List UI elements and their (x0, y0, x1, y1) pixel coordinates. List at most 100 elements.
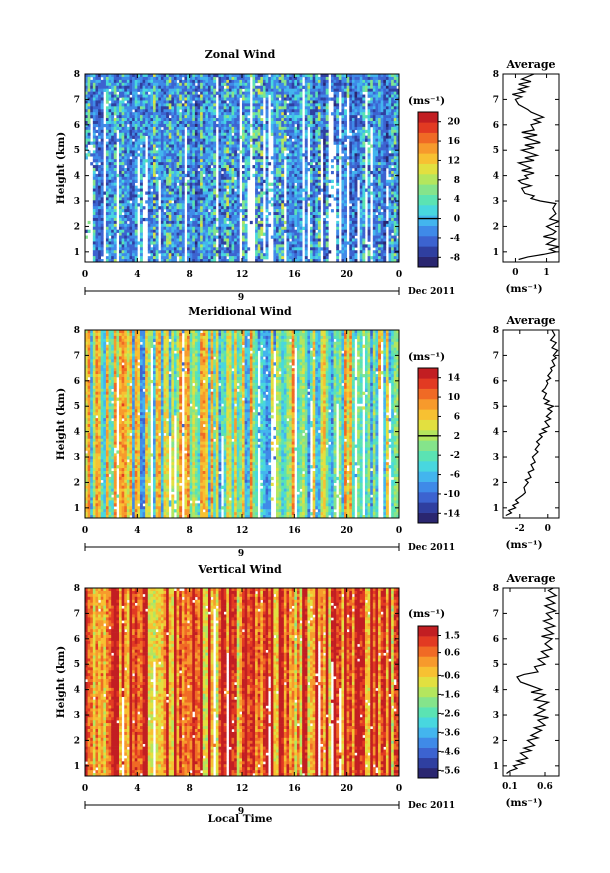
heatmap-cell (192, 132, 196, 136)
heatmap-cell (255, 74, 258, 78)
heatmap-cell (223, 241, 227, 245)
heatmap-cell (108, 118, 112, 122)
heatmap-cell (228, 135, 232, 139)
heatmap-cell (310, 103, 313, 107)
heatmap-cell (234, 200, 238, 204)
heatmap-cell (92, 206, 96, 210)
heatmap-cell (173, 132, 177, 136)
heatmap-cell (207, 253, 211, 257)
heatmap-cell (218, 212, 222, 216)
heatmap-cell (265, 173, 269, 178)
heatmap-cell (242, 212, 245, 216)
heatmap-cell (330, 74, 334, 78)
heatmap-cell (283, 91, 287, 95)
heatmap-cell (265, 82, 269, 87)
heatmap-cell (142, 85, 146, 89)
heatmap-cell (291, 118, 295, 122)
heatmap-cell (155, 229, 159, 233)
heatmap-cell (281, 206, 285, 210)
heatmap-cell (291, 165, 295, 169)
heatmap-cell (304, 144, 308, 148)
heatmap-cell (205, 100, 209, 104)
heatmap-cell (260, 123, 264, 128)
heatmap-cell (173, 118, 177, 122)
heatmap-cell (278, 88, 282, 92)
heatmap-cell (139, 162, 143, 166)
heatmap-cell (126, 182, 130, 186)
heatmap-cell (111, 173, 115, 178)
heatmap-cell (231, 165, 235, 169)
heatmap-cell (242, 91, 245, 95)
heatmap-cell (132, 123, 136, 128)
heatmap-cell (116, 103, 120, 107)
heatmap-cell (200, 197, 204, 201)
heatmap-cell (155, 244, 159, 248)
heatmap-cell (228, 138, 232, 142)
heatmap-cell (234, 185, 238, 189)
heatmap-cell (168, 220, 172, 225)
heatmap-cell (158, 88, 162, 92)
heatmap-cell (171, 203, 175, 207)
heatmap-cell (202, 88, 206, 92)
heatmap-cell (121, 88, 125, 92)
heatmap-cell (134, 159, 138, 163)
heatmap-cell (155, 212, 159, 216)
heatmap-cell (145, 97, 149, 101)
heatmap-cell (317, 135, 321, 139)
heatmap-cell (124, 144, 128, 148)
heatmap-cell (289, 82, 293, 87)
heatmap-cell (197, 165, 201, 169)
heatmap-cell (226, 88, 230, 92)
heatmap-cell (98, 141, 101, 145)
heatmap-cell (139, 241, 143, 245)
heatmap-cell (108, 112, 112, 116)
heatmap-cell (255, 232, 258, 236)
heatmap-cell (273, 185, 277, 189)
heatmap-cell (155, 217, 159, 222)
heatmap-cell (296, 106, 300, 110)
heatmap-cell (111, 79, 115, 84)
heatmap-cell (155, 194, 159, 198)
heatmap-cell (168, 217, 172, 222)
heatmap-cell (270, 126, 274, 131)
heatmap-cell (129, 256, 133, 260)
heatmap-cell (202, 165, 206, 169)
heatmap-cell (242, 250, 245, 254)
heatmap-cell (226, 129, 230, 134)
heatmap-cell (317, 247, 321, 251)
heatmap-cell (189, 123, 193, 128)
heatmap-cell (236, 253, 240, 257)
heatmap-cell (124, 206, 128, 210)
heatmap-cell (85, 85, 88, 89)
heatmap-cell (210, 176, 214, 181)
heatmap-cell (228, 173, 232, 178)
heatmap-cell (155, 159, 159, 163)
heatmap-cell (325, 232, 329, 236)
heatmap-cell (142, 106, 146, 110)
heatmap-cell (304, 82, 308, 87)
heatmap-cell (286, 106, 290, 110)
heatmap-cell (153, 135, 156, 139)
heatmap-cell (255, 170, 258, 175)
heatmap-cell (270, 91, 274, 95)
heatmap-cell (100, 118, 104, 122)
heatmap-cell (210, 156, 214, 160)
heatmap-cell (244, 165, 248, 169)
heatmap-cell (242, 138, 245, 142)
heatmap-cell (142, 132, 146, 136)
heatmap-cell (296, 100, 300, 104)
heatmap-cell (200, 229, 204, 233)
heatmap-cell (315, 170, 319, 175)
heatmap-cell (299, 74, 303, 78)
heatmap-cell (158, 129, 162, 134)
heatmap-cell (273, 74, 277, 78)
heatmap-cell (213, 112, 217, 116)
heatmap-cell (179, 74, 183, 78)
heatmap-cell (333, 135, 337, 139)
heatmap-cell (234, 235, 238, 239)
heatmap-cell (286, 220, 290, 225)
heatmap-cell (179, 138, 183, 142)
heatmap-cell (205, 203, 209, 207)
heatmap-cell (124, 238, 128, 242)
heatmap-cell (236, 226, 240, 230)
